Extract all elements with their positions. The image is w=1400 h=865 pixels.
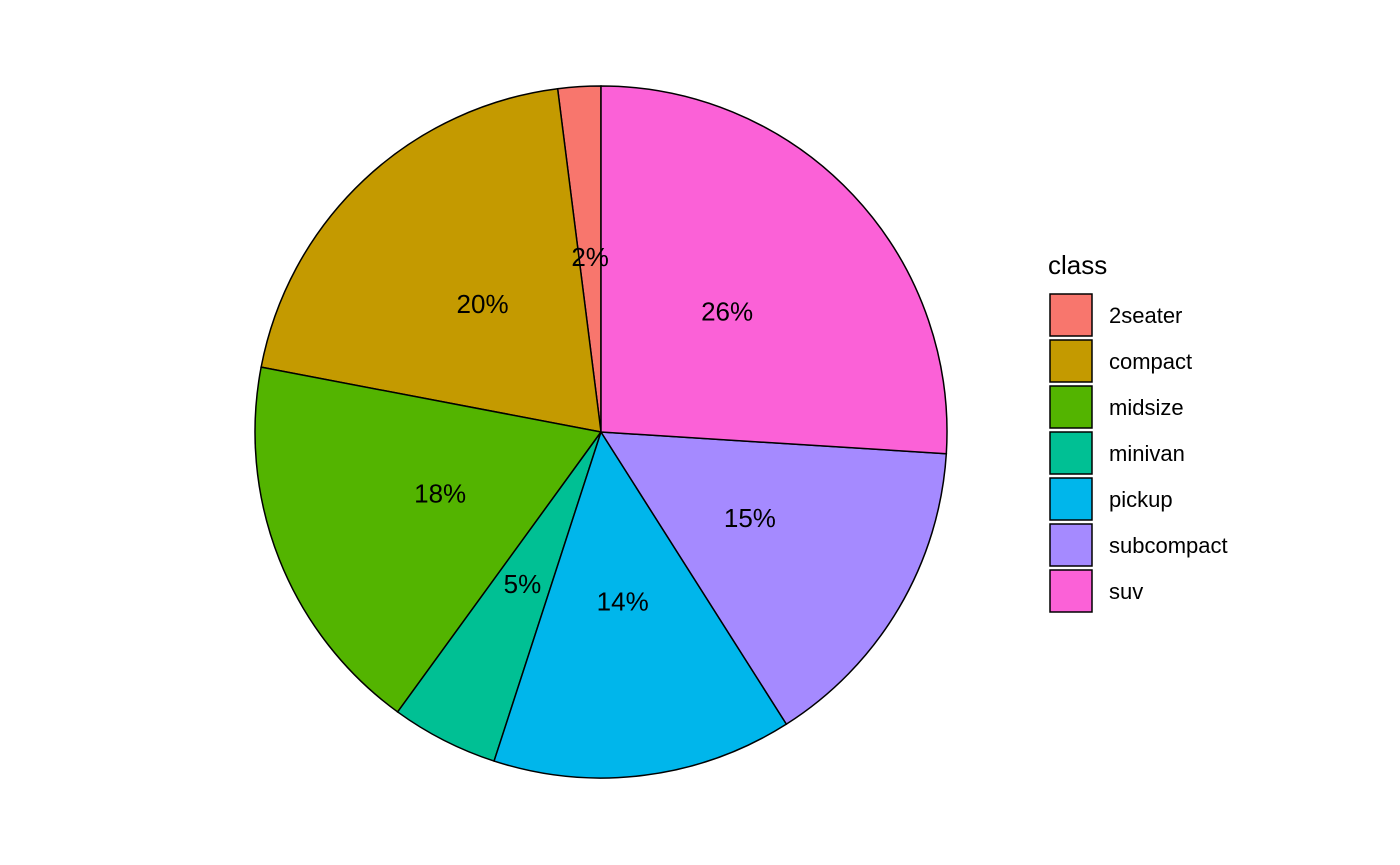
slice-label: 20% [457,289,509,319]
slice-label: 5% [504,569,542,599]
legend-label: 2seater [1109,303,1182,328]
slice-label: 2% [571,242,609,272]
legend-label: subcompact [1109,533,1228,558]
legend-key [1049,477,1093,521]
legend-label: minivan [1109,441,1185,466]
slice-label: 26% [701,296,753,326]
legend-key [1049,431,1093,475]
legend-title: class [1048,250,1107,280]
pie-slice [254,366,603,713]
slice-label: 14% [597,587,649,617]
legend-label: suv [1109,579,1143,604]
legend-label: midsize [1109,395,1184,420]
legend-key [1049,569,1093,613]
pie-slice [260,87,602,433]
pie-slice [600,85,948,455]
pie-slice [599,431,948,726]
pie-slice [493,430,788,779]
slice-label: 15% [724,503,776,533]
legend-key [1049,293,1093,337]
slice-label: 18% [414,479,466,509]
legend-label: compact [1109,349,1192,374]
legend-key [1049,339,1093,383]
legend-key [1049,523,1093,567]
legend-label: pickup [1109,487,1173,512]
legend-key [1049,385,1093,429]
